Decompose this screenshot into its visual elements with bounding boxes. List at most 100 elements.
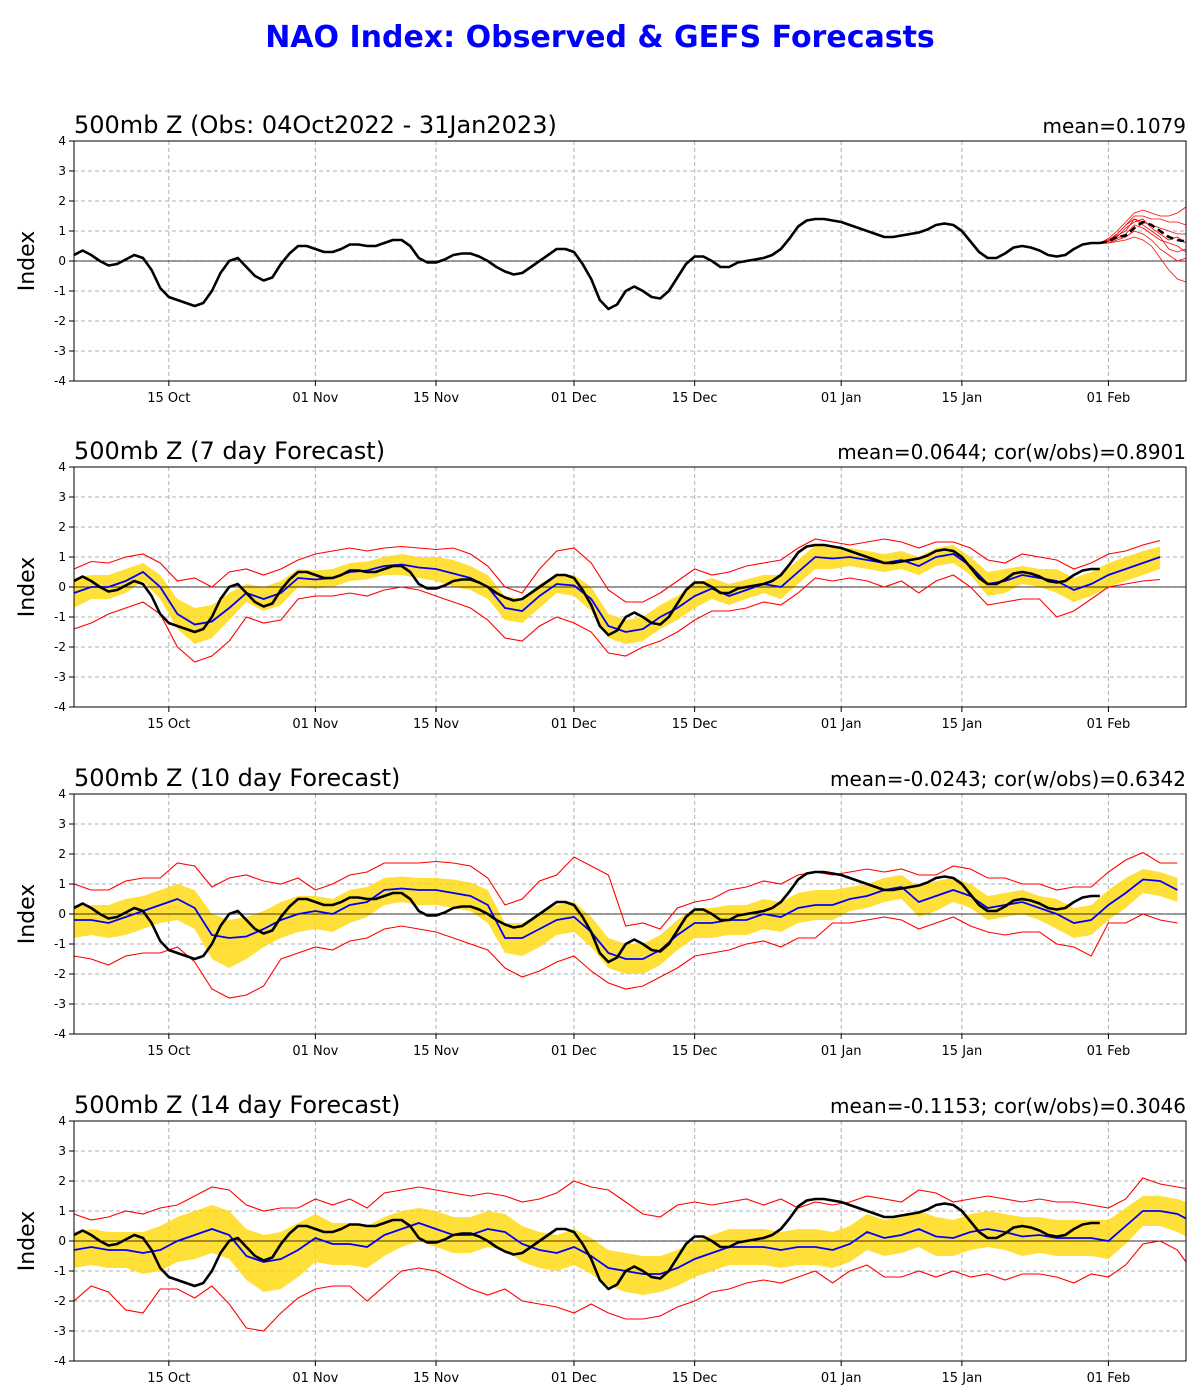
chart-panel-3: 500mb Z (10 day Forecast) mean=-0.0243; c… <box>15 764 1187 1059</box>
y-tick-label: 2 <box>58 194 66 208</box>
max-line <box>74 1177 1186 1221</box>
plot-area <box>74 1177 1186 1332</box>
y-tick-label: 0 <box>58 907 66 921</box>
y-tick-label: 4 <box>58 787 66 801</box>
panel-stat: mean=-0.1153; cor(w/obs)=0.3046 <box>830 1094 1186 1118</box>
x-tick-label: 15 Dec <box>672 717 718 732</box>
x-tick-label: 15 Dec <box>672 391 718 406</box>
x-tick-label: 15 Jan <box>942 391 983 406</box>
ensemble-member-line <box>1099 230 1186 262</box>
x-tick-label: 01 Jan <box>821 1044 862 1059</box>
y-tick-label: 0 <box>58 254 66 268</box>
plot-frame <box>73 793 1187 1035</box>
y-tick-label: -2 <box>54 640 66 654</box>
x-tick-label: 01 Dec <box>551 717 597 732</box>
y-tick-label: 2 <box>58 520 66 534</box>
y-tick-label: 3 <box>58 817 66 831</box>
y-tick-label: 0 <box>58 1234 66 1248</box>
chart-panel-2: 500mb Z (7 day Forecast) mean=0.0644; cor… <box>15 437 1187 732</box>
plot-area <box>74 206 1186 311</box>
y-tick-label: 1 <box>58 1204 66 1218</box>
y-tick-label: 3 <box>58 1144 66 1158</box>
panel-title: 500mb Z (10 day Forecast) <box>74 764 400 792</box>
y-tick-label: -3 <box>54 1324 66 1338</box>
y-tick-label: 1 <box>58 224 66 238</box>
spread-band <box>74 1196 1186 1295</box>
max-line <box>74 851 1178 930</box>
x-tick-label: 15 Dec <box>672 1044 718 1059</box>
x-tick-label: 01 Dec <box>551 1371 597 1386</box>
min-line <box>74 913 1178 999</box>
y-tick-label: 2 <box>58 1174 66 1188</box>
min-line <box>74 1240 1186 1332</box>
panel-stat: mean=0.0644; cor(w/obs)=0.8901 <box>837 440 1186 464</box>
observed-line <box>74 217 1100 311</box>
y-tick-label: 1 <box>58 877 66 891</box>
y-tick-label: 0 <box>58 580 66 594</box>
x-tick-label: 15 Nov <box>413 1044 459 1059</box>
x-tick-label: 01 Feb <box>1087 1371 1131 1386</box>
y-tick-label: 2 <box>58 847 66 861</box>
ensemble-member-line <box>1099 206 1186 244</box>
x-tick-label: 01 Nov <box>292 391 338 406</box>
y-tick-label: 4 <box>58 134 66 148</box>
y-tick-label: -2 <box>54 1294 66 1308</box>
x-tick-label: 15 Nov <box>413 1371 459 1386</box>
x-tick-label: 15 Jan <box>942 1044 983 1059</box>
x-tick-label: 15 Oct <box>147 1044 190 1059</box>
y-tick-label: -1 <box>54 610 66 624</box>
x-tick-label: 01 Dec <box>551 391 597 406</box>
plot-frame <box>73 466 1187 708</box>
x-tick-label: 01 Jan <box>821 717 862 732</box>
observed-line <box>74 870 1100 964</box>
plot-area <box>74 538 1186 663</box>
y-tick-label: -2 <box>54 314 66 328</box>
observed-line <box>74 543 1100 637</box>
y-tick-label: 4 <box>58 1114 66 1128</box>
x-tick-label: 15 Nov <box>413 717 459 732</box>
forecast-mean-dashed-line <box>1099 220 1186 245</box>
x-tick-label: 01 Jan <box>821 391 862 406</box>
y-tick-label: -4 <box>54 700 66 714</box>
plot-frame <box>73 1120 1187 1362</box>
y-tick-label: -1 <box>54 1264 66 1278</box>
panel-title: 500mb Z (14 day Forecast) <box>74 1091 400 1119</box>
x-tick-label: 01 Nov <box>292 717 338 732</box>
y-axis-label: Index <box>15 557 40 618</box>
ensemble-member-line <box>1099 236 1186 283</box>
x-tick-label: 15 Oct <box>147 717 190 732</box>
x-tick-label: 01 Feb <box>1087 1044 1131 1059</box>
x-tick-label: 15 Jan <box>942 717 983 732</box>
y-tick-label: -1 <box>54 284 66 298</box>
panel-title: 500mb Z (Obs: 04Oct2022 - 31Jan2023) <box>74 111 557 139</box>
y-tick-label: -4 <box>54 374 66 388</box>
y-tick-label: -3 <box>54 344 66 358</box>
y-tick-label: -2 <box>54 967 66 981</box>
y-axis-label: Index <box>15 231 40 292</box>
y-axis-label: Index <box>15 1211 40 1272</box>
spread-band <box>74 869 1178 974</box>
chart-panel-4: 500mb Z (14 day Forecast) mean=-0.1153; c… <box>15 1091 1187 1386</box>
x-tick-label: 01 Feb <box>1087 391 1131 406</box>
panel-title: 500mb Z (7 day Forecast) <box>74 437 385 465</box>
max-line <box>74 538 1161 603</box>
x-tick-label: 01 Jan <box>821 1371 862 1386</box>
y-tick-label: 3 <box>58 490 66 504</box>
y-tick-label: -1 <box>54 937 66 951</box>
y-tick-label: -4 <box>54 1027 66 1041</box>
y-axis-label: Index <box>15 884 40 945</box>
y-tick-label: -3 <box>54 670 66 684</box>
y-tick-label: 3 <box>58 164 66 178</box>
panel-stat: mean=0.1079 <box>1043 114 1186 138</box>
y-tick-label: 4 <box>58 460 66 474</box>
x-tick-label: 15 Oct <box>147 391 190 406</box>
plot-area <box>74 851 1186 999</box>
panel-stat: mean=-0.0243; cor(w/obs)=0.6342 <box>830 767 1186 791</box>
y-tick-label: -4 <box>54 1354 66 1368</box>
x-tick-label: 01 Feb <box>1087 717 1131 732</box>
x-tick-label: 01 Dec <box>551 1044 597 1059</box>
x-tick-label: 15 Jan <box>942 1371 983 1386</box>
chart-panel-1: 500mb Z (Obs: 04Oct2022 - 31Jan2023) mean… <box>15 111 1187 406</box>
main-title: NAO Index: Observed & GEFS Forecasts <box>265 20 935 55</box>
